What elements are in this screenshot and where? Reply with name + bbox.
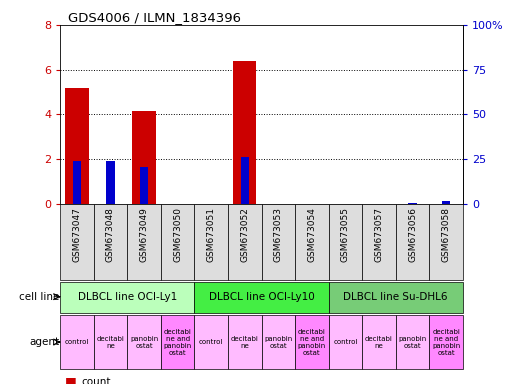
Text: decitabi
ne: decitabi ne [97, 336, 124, 349]
Text: GSM673050: GSM673050 [173, 207, 182, 263]
Bar [195, 282, 328, 313]
Bar [127, 316, 161, 369]
Bar [295, 316, 328, 369]
Text: GSM673052: GSM673052 [240, 207, 249, 262]
Bar [60, 316, 94, 369]
Text: cell line: cell line [19, 292, 60, 302]
Bar [442, 201, 450, 204]
Text: GSM673047: GSM673047 [72, 207, 82, 262]
Bar [228, 316, 262, 369]
Bar [396, 204, 429, 280]
Text: control: control [199, 339, 223, 345]
Bar [362, 316, 396, 369]
Bar [362, 204, 396, 280]
Bar [262, 316, 295, 369]
Text: GSM673057: GSM673057 [374, 207, 383, 263]
Text: GSM673048: GSM673048 [106, 207, 115, 262]
Text: count: count [81, 377, 110, 384]
Bar [295, 204, 328, 280]
Text: GSM673054: GSM673054 [308, 207, 316, 262]
Text: panobin
ostat: panobin ostat [399, 336, 427, 349]
Bar [429, 316, 463, 369]
Text: GSM673058: GSM673058 [441, 207, 451, 263]
Bar [140, 167, 148, 204]
Text: GSM673049: GSM673049 [140, 207, 149, 262]
Bar [60, 282, 195, 313]
Bar [127, 204, 161, 280]
Bar [73, 161, 81, 204]
Bar [328, 316, 362, 369]
Text: GSM673056: GSM673056 [408, 207, 417, 263]
Bar [429, 204, 463, 280]
Bar [161, 204, 195, 280]
Text: decitabi
ne and
panobin
ostat: decitabi ne and panobin ostat [298, 329, 326, 356]
Bar [132, 111, 156, 204]
Bar [65, 88, 89, 204]
Text: GSM673053: GSM673053 [274, 207, 283, 263]
Bar [396, 316, 429, 369]
Text: GSM673055: GSM673055 [341, 207, 350, 263]
Bar [328, 282, 463, 313]
Text: decitabi
ne: decitabi ne [365, 336, 393, 349]
Bar [60, 204, 94, 280]
Text: GSM673051: GSM673051 [207, 207, 215, 263]
Bar [408, 202, 417, 204]
Text: DLBCL line Su-DHL6: DLBCL line Su-DHL6 [344, 292, 448, 302]
Text: DLBCL line OCI-Ly1: DLBCL line OCI-Ly1 [77, 292, 177, 302]
Bar [195, 316, 228, 369]
Text: decitabi
ne: decitabi ne [231, 336, 259, 349]
Text: decitabi
ne and
panobin
ostat: decitabi ne and panobin ostat [432, 329, 460, 356]
Text: ■: ■ [65, 376, 77, 384]
Bar [195, 204, 228, 280]
Text: control: control [65, 339, 89, 345]
Bar [94, 204, 127, 280]
Bar [106, 161, 115, 204]
Text: panobin
ostat: panobin ostat [130, 336, 158, 349]
Text: GDS4006 / ILMN_1834396: GDS4006 / ILMN_1834396 [68, 11, 241, 24]
Bar [228, 204, 262, 280]
Bar [161, 316, 195, 369]
Text: panobin
ostat: panobin ostat [264, 336, 292, 349]
Bar [328, 204, 362, 280]
Text: DLBCL line OCI-Ly10: DLBCL line OCI-Ly10 [209, 292, 314, 302]
Bar [233, 61, 256, 204]
Text: decitabi
ne and
panobin
ostat: decitabi ne and panobin ostat [164, 329, 192, 356]
Bar [262, 204, 295, 280]
Text: control: control [333, 339, 358, 345]
Text: agent: agent [29, 337, 60, 347]
Bar [241, 157, 249, 204]
Bar [94, 316, 127, 369]
